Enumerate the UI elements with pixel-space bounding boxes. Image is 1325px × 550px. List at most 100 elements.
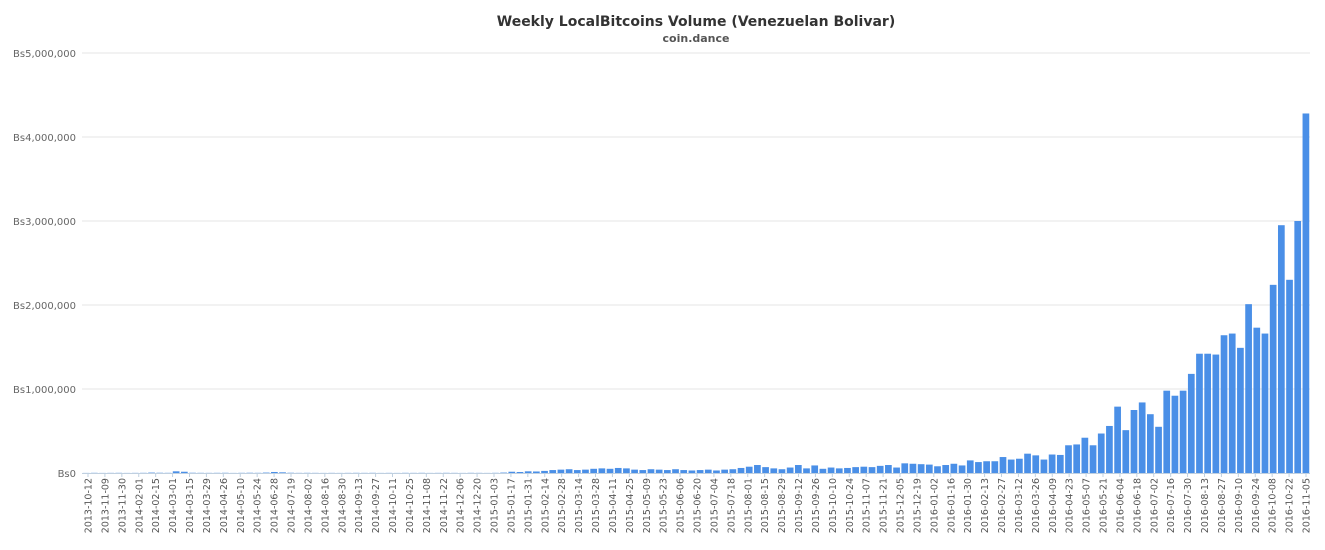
bar[interactable] (1073, 444, 1081, 473)
bar[interactable] (786, 467, 794, 473)
bar[interactable] (893, 467, 900, 473)
bar[interactable] (1040, 459, 1048, 473)
bar[interactable] (516, 471, 524, 473)
bar[interactable] (1122, 430, 1130, 473)
bar[interactable] (1089, 445, 1097, 473)
bar[interactable] (1032, 455, 1040, 473)
bar[interactable] (835, 468, 843, 473)
bar[interactable] (1016, 458, 1023, 473)
bar[interactable] (663, 470, 671, 473)
bar[interactable] (729, 469, 737, 473)
bar[interactable] (745, 466, 753, 473)
bar[interactable] (975, 462, 982, 473)
bar[interactable] (1261, 333, 1269, 473)
bar[interactable] (1277, 225, 1285, 473)
bar[interactable] (533, 471, 540, 473)
bar[interactable] (1114, 406, 1121, 473)
bar[interactable] (876, 465, 884, 473)
bar[interactable] (655, 469, 663, 473)
bar[interactable] (508, 471, 516, 473)
bar[interactable] (172, 471, 180, 473)
bar[interactable] (704, 469, 712, 473)
bar[interactable] (737, 467, 745, 473)
bar[interactable] (1155, 426, 1162, 473)
bar[interactable] (680, 470, 688, 473)
bar[interactable] (966, 460, 974, 473)
bar[interactable] (811, 465, 819, 473)
bar[interactable] (1163, 390, 1171, 473)
bar[interactable] (598, 468, 606, 473)
bar[interactable] (917, 464, 925, 473)
bar[interactable] (1253, 327, 1261, 473)
bar[interactable] (934, 466, 941, 473)
bar[interactable] (991, 461, 999, 473)
bar[interactable] (1138, 402, 1146, 473)
bar[interactable] (1212, 354, 1220, 473)
bar[interactable] (1220, 335, 1228, 473)
bar[interactable] (1056, 454, 1064, 473)
bar[interactable] (688, 470, 696, 473)
bar[interactable] (279, 472, 286, 473)
bar[interactable] (549, 470, 557, 473)
bar[interactable] (696, 470, 704, 473)
bar[interactable] (770, 468, 778, 473)
bar[interactable] (590, 468, 598, 473)
bar[interactable] (844, 467, 851, 473)
bar[interactable] (885, 465, 892, 473)
bar[interactable] (1147, 414, 1154, 473)
bar[interactable] (541, 470, 548, 473)
bar[interactable] (754, 465, 761, 473)
bar[interactable] (1097, 433, 1105, 473)
bar[interactable] (1245, 304, 1252, 473)
bar[interactable] (901, 463, 909, 473)
bar[interactable] (778, 469, 786, 473)
bar[interactable] (983, 461, 990, 473)
bar[interactable] (950, 463, 958, 473)
bar[interactable] (1237, 347, 1244, 473)
bar[interactable] (1171, 395, 1179, 473)
bar[interactable] (999, 457, 1007, 473)
bar[interactable] (803, 468, 810, 473)
bar[interactable] (762, 467, 769, 473)
bar[interactable] (647, 469, 655, 473)
bar[interactable] (1048, 454, 1056, 473)
bar[interactable] (1187, 373, 1195, 473)
bar[interactable] (1024, 453, 1031, 473)
bar[interactable] (794, 465, 802, 473)
bar[interactable] (721, 469, 729, 473)
bar[interactable] (1179, 390, 1187, 473)
bar[interactable] (573, 470, 581, 473)
bar[interactable] (909, 463, 917, 473)
bar[interactable] (565, 469, 573, 473)
bar[interactable] (819, 468, 827, 473)
bar[interactable] (925, 464, 933, 473)
bar[interactable] (1196, 353, 1203, 473)
bar[interactable] (1007, 459, 1015, 473)
bar[interactable] (582, 469, 589, 473)
bar[interactable] (827, 467, 835, 473)
bar[interactable] (1081, 437, 1089, 473)
bar[interactable] (623, 468, 630, 473)
bar[interactable] (1286, 279, 1293, 473)
bar[interactable] (631, 469, 638, 473)
bar[interactable] (606, 468, 614, 473)
bar[interactable] (1228, 333, 1236, 473)
bar[interactable] (557, 469, 565, 473)
bar[interactable] (524, 471, 532, 473)
bar[interactable] (1106, 425, 1113, 473)
bar[interactable] (860, 466, 868, 473)
bar[interactable] (1130, 410, 1138, 473)
bar[interactable] (1302, 113, 1310, 473)
bar[interactable] (958, 465, 966, 473)
bar[interactable] (639, 470, 647, 473)
bar[interactable] (1294, 221, 1302, 473)
bar[interactable] (614, 467, 622, 473)
bar[interactable] (672, 469, 679, 473)
bar[interactable] (1269, 284, 1277, 473)
bar[interactable] (180, 471, 188, 473)
bar[interactable] (852, 467, 859, 473)
bar[interactable] (271, 471, 278, 473)
bar[interactable] (1065, 445, 1072, 473)
bar[interactable] (868, 467, 876, 473)
bar[interactable] (942, 465, 950, 473)
